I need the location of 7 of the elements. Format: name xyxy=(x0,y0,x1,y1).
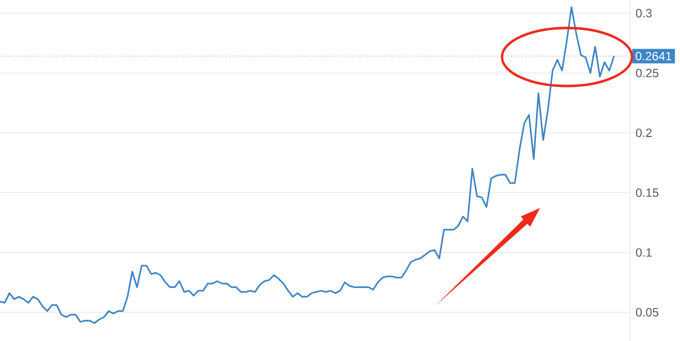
y-tick-label: 0.3 xyxy=(636,8,652,18)
y-tick-label: 0.2 xyxy=(636,128,652,138)
ref-line-label: 0.2641 xyxy=(636,52,672,60)
y-tick-label: 0.15 xyxy=(636,188,658,197)
y-tick-label: 0.1 xyxy=(636,248,652,257)
y-tick-label: 0.25 xyxy=(636,68,658,78)
y-tick-label: 0.05 xyxy=(636,308,658,317)
